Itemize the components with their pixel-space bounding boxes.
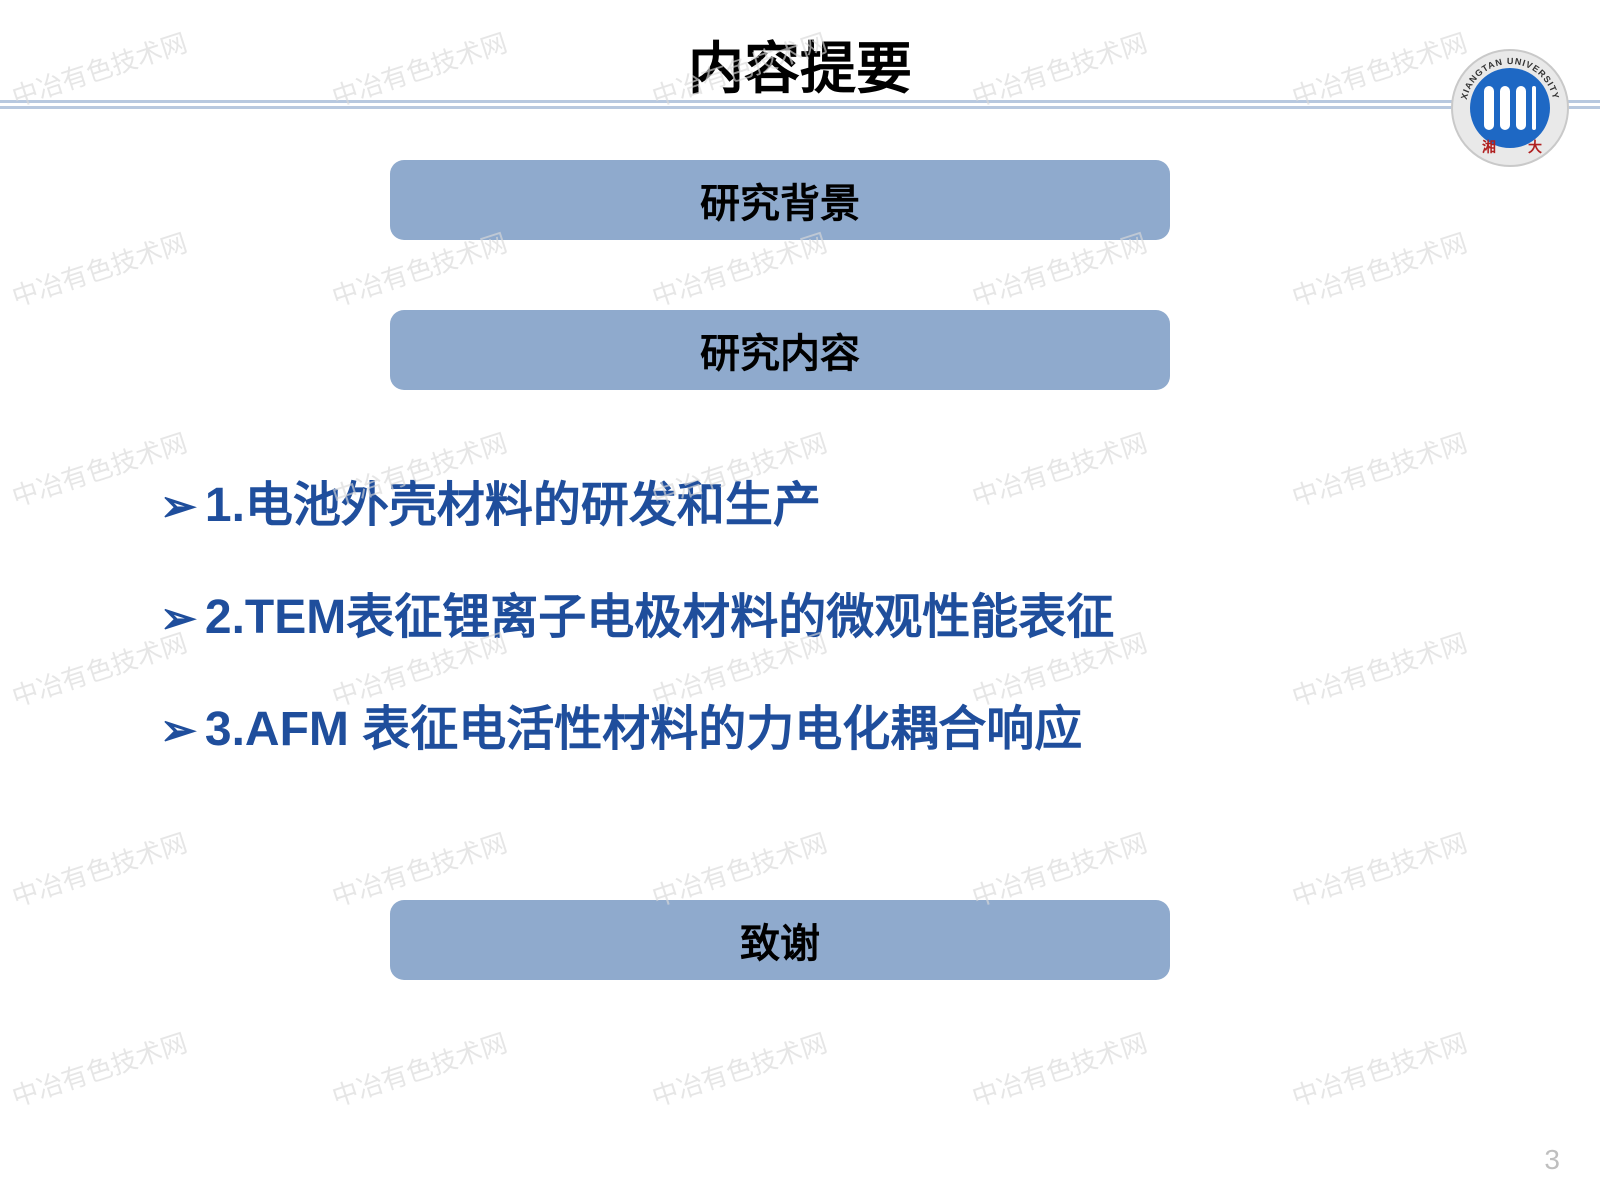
svg-text:大: 大 bbox=[1528, 139, 1542, 155]
bullet-list: ➢ 1.电池外壳材料的研发和生产 ➢ 2.TEM表征锂离子电极材料的微观性能表征… bbox=[160, 470, 1440, 806]
watermark-text: 中冶有色技术网 bbox=[7, 1023, 192, 1114]
university-logo: XIANGTAN UNIVERSITY 湘 大 bbox=[1450, 48, 1570, 168]
section-research-background: 研究背景 bbox=[390, 160, 1170, 240]
bullet-text: 3.AFM 表征电活性材料的力电化耦合响应 bbox=[205, 694, 1082, 766]
bullet-marker-icon: ➢ bbox=[160, 586, 197, 652]
bullet-marker-icon: ➢ bbox=[160, 474, 197, 540]
bullet-text: 2.TEM表征锂离子电极材料的微观性能表征 bbox=[205, 582, 1114, 654]
watermark-text: 中冶有色技术网 bbox=[1287, 1023, 1472, 1114]
bullet-item: ➢ 1.电池外壳材料的研发和生产 bbox=[160, 470, 1440, 542]
watermark-text: 中冶有色技术网 bbox=[967, 1023, 1152, 1114]
watermark-text: 中冶有色技术网 bbox=[7, 223, 192, 314]
watermark-text: 中冶有色技术网 bbox=[1287, 823, 1472, 914]
bullet-text: 1.电池外壳材料的研发和生产 bbox=[205, 470, 821, 542]
watermark-text: 中冶有色技术网 bbox=[327, 1023, 512, 1114]
watermark-text: 中冶有色技术网 bbox=[1287, 223, 1472, 314]
watermark-text: 中冶有色技术网 bbox=[647, 1023, 832, 1114]
bullet-item: ➢ 2.TEM表征锂离子电极材料的微观性能表征 bbox=[160, 582, 1440, 654]
section-acknowledgements: 致谢 bbox=[390, 900, 1170, 980]
slide: 内容提要 XIANGTAN UNIVERSITY 湘 大 研究背景 研究内容 ➢… bbox=[0, 0, 1600, 1200]
bullet-marker-icon: ➢ bbox=[160, 698, 197, 764]
divider-line-2 bbox=[0, 106, 1600, 109]
watermark-text: 中冶有色技术网 bbox=[7, 823, 192, 914]
bullet-item: ➢ 3.AFM 表征电活性材料的力电化耦合响应 bbox=[160, 694, 1440, 766]
svg-text:湘: 湘 bbox=[1482, 139, 1496, 155]
page-number: 3 bbox=[1544, 1144, 1560, 1176]
page-title: 内容提要 bbox=[0, 24, 1600, 105]
divider-line-1 bbox=[0, 100, 1600, 103]
section-research-content: 研究内容 bbox=[390, 310, 1170, 390]
